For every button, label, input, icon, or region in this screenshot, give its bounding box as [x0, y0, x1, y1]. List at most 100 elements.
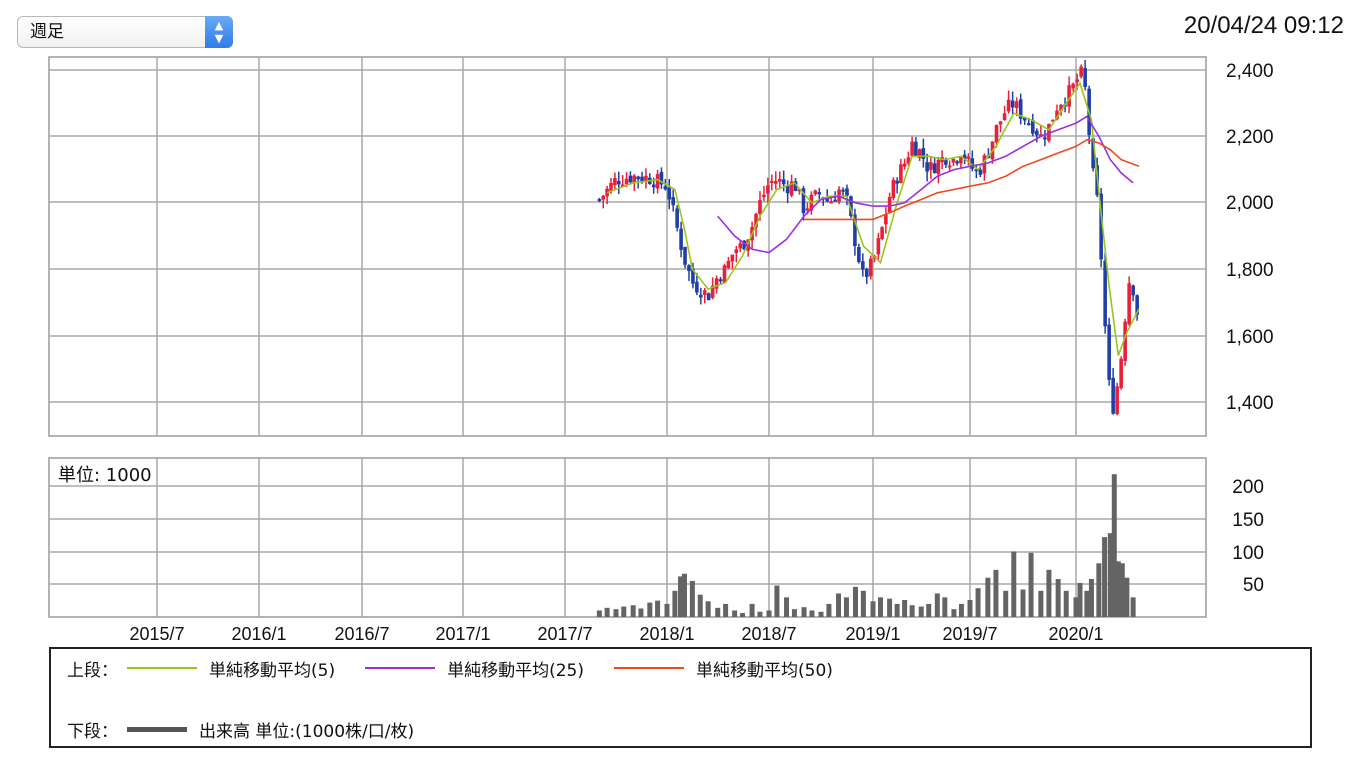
x-axis-label: 2017/1 — [435, 624, 490, 640]
candle-body — [1002, 113, 1007, 120]
ma-line-0 — [606, 81, 1140, 356]
price-panel-frame — [48, 56, 1207, 437]
candle-body — [1075, 79, 1079, 83]
volume-bar — [958, 603, 964, 617]
candle-body — [1115, 386, 1119, 415]
candle-body — [613, 178, 617, 186]
candle-body — [609, 182, 613, 192]
candle-body — [1010, 100, 1015, 108]
candle-body — [770, 180, 774, 183]
candle-body — [817, 192, 822, 195]
ma-line-1 — [717, 115, 1134, 254]
candle-body — [1026, 123, 1031, 126]
volume-bar — [596, 610, 602, 617]
volume-bar — [934, 593, 940, 617]
volume-bar — [887, 598, 893, 617]
candle-body — [1131, 285, 1135, 296]
legend-volume-swatch — [127, 726, 187, 732]
volume-bar — [1038, 590, 1044, 617]
candle-body — [1099, 193, 1103, 260]
candle-body — [1014, 101, 1019, 109]
candle-body — [1059, 104, 1063, 111]
candle-body — [944, 158, 948, 165]
candle-body — [1079, 66, 1083, 77]
x-axis-label: 2018/1 — [639, 624, 694, 640]
candle-body — [781, 179, 786, 185]
volume-bar — [705, 601, 711, 617]
x-axis-label: 2019/1 — [845, 624, 900, 640]
volume-bar — [1107, 533, 1113, 617]
volume-bar — [715, 607, 721, 617]
candle-body — [1055, 110, 1059, 120]
candle-body — [805, 208, 810, 211]
volume-tick-label: 100 — [1232, 543, 1264, 564]
candle-body — [616, 181, 621, 185]
volume-tick-label: 150 — [1232, 510, 1264, 531]
legend-ma50-swatch — [614, 667, 684, 669]
candle-body — [640, 176, 644, 182]
candle-body — [891, 179, 896, 199]
candle-body — [994, 124, 999, 143]
candle-body — [876, 238, 881, 255]
volume-bar — [672, 590, 678, 617]
volume-bar — [1130, 597, 1136, 617]
price-tick-label: 2,000 — [1226, 193, 1274, 214]
candle-body — [1047, 123, 1051, 141]
period-select[interactable]: 週足 ▲ ▼ — [17, 16, 233, 48]
candle-body — [726, 260, 731, 269]
candle-body — [710, 285, 715, 298]
volume-bar — [1088, 579, 1094, 617]
volume-bars — [596, 474, 1136, 617]
candle-body — [793, 181, 798, 191]
volume-bar — [678, 576, 684, 617]
volume-bar — [1028, 552, 1034, 617]
legend-ma50: 単純移動平均(50) — [614, 656, 833, 681]
candle-body — [932, 163, 937, 174]
legend-ma5: 単純移動平均(5) — [127, 656, 335, 681]
candle-body — [628, 175, 633, 183]
volume-bar — [993, 569, 999, 617]
legend-ma5-label: 単純移動平均(5) — [209, 660, 336, 681]
candle-body — [845, 188, 849, 196]
candle-body — [1051, 119, 1055, 122]
candle-body — [1067, 85, 1071, 107]
volume-bar — [1119, 563, 1125, 617]
axis-labels: 2,400 2,200 2,000 1,800 1,600 1,400 200 150 100 5… — [58, 61, 1274, 640]
legend-box: 上段： 単純移動平均(5) 単純移動平均(25) 単純移動平均(50) 下段： … — [49, 647, 1312, 748]
legend-upper-label: 上段： — [67, 660, 118, 681]
legend-volume: 出来高 単位:(1000株/口/枚) — [127, 717, 414, 742]
candle-body — [887, 196, 892, 213]
volume-bar — [697, 594, 703, 617]
volume-bar — [860, 590, 866, 617]
price-panel — [48, 56, 1207, 437]
candle-body — [679, 228, 683, 250]
candle-body — [1030, 120, 1035, 134]
candle-body — [906, 157, 911, 164]
candle-body — [1119, 358, 1123, 389]
candle-body — [789, 181, 794, 196]
candle-body — [902, 163, 907, 167]
volume-bar — [1096, 563, 1102, 617]
candle-body — [667, 187, 672, 200]
candle-body — [797, 189, 802, 192]
candle-body — [1111, 377, 1115, 414]
volume-bar — [1077, 582, 1083, 617]
candle-body — [1123, 321, 1127, 361]
candle-body — [801, 188, 806, 214]
volume-tick-label: 50 — [1243, 575, 1264, 596]
candle-body — [742, 240, 747, 250]
candle-body — [921, 148, 926, 159]
candle-body — [895, 180, 899, 184]
candle-body — [671, 197, 675, 206]
volume-bar — [878, 597, 884, 617]
candle-body — [730, 254, 735, 262]
candle-body — [659, 171, 664, 185]
candle-body — [868, 258, 873, 277]
legend-ma25-swatch — [365, 667, 436, 669]
price-tick-label: 1,800 — [1226, 260, 1274, 281]
x-axis-label: 2020/1 — [1048, 624, 1103, 640]
candle-body — [929, 162, 933, 170]
volume-bar — [604, 607, 610, 617]
candle-body — [597, 199, 602, 202]
timestamp: 20/04/24 09:12 — [1183, 12, 1344, 39]
